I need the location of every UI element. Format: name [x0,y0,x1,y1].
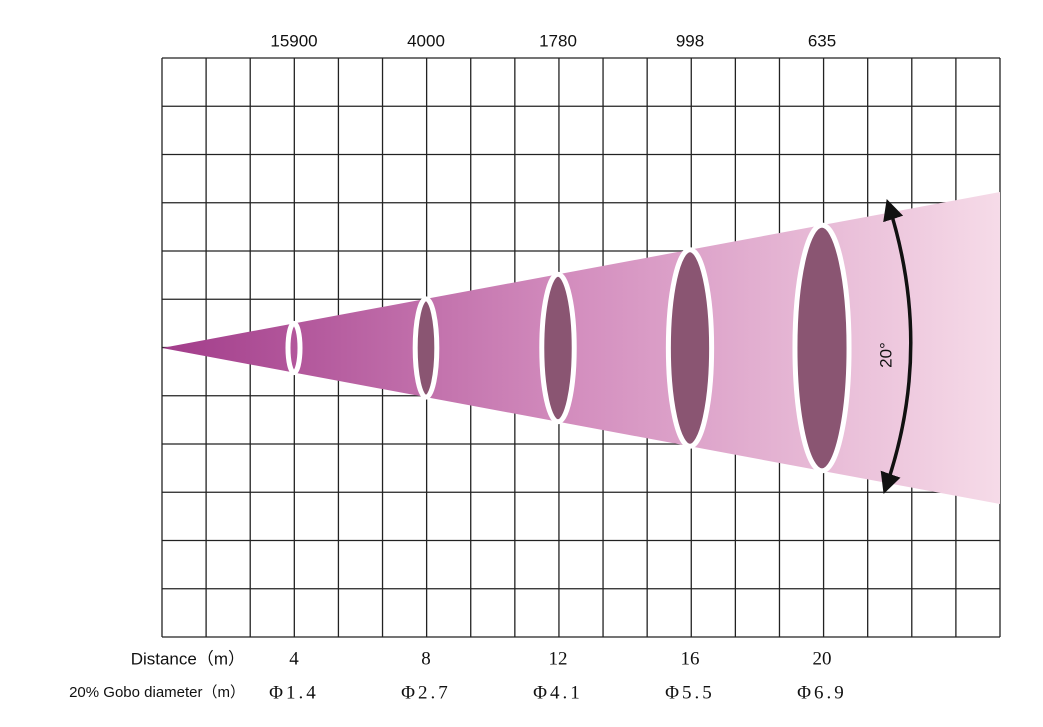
beam-cone [162,192,1000,504]
lux-label: 4000 [407,31,445,50]
beams: 15900 4 Φ1.4 4000 8 Φ2.7 1780 12 Φ4.1 998 16 Φ5.5 63… [269,31,852,703]
lux-label: 15900 [270,31,317,50]
gobo-ellipse [412,296,440,400]
diameter-value: Φ4.1 [533,682,583,703]
angle-arrow [880,199,913,494]
gobo-ellipse [665,247,715,449]
gobo-ellipse [792,222,852,474]
gobo-ellipse [539,271,577,425]
lux-label: 998 [676,31,704,50]
diameter-value: Φ5.5 [665,682,715,703]
angle-label: 20° [876,342,895,368]
diameter-value: Φ1.4 [269,682,319,703]
lux-label: 635 [808,31,836,50]
distance-value: 20 [813,648,832,669]
diameter-label: 20% Gobo diameter（m） [69,684,245,701]
distance-value: 8 [421,648,431,669]
distance-value: 12 [549,648,568,669]
diameter-value: Φ2.7 [401,682,451,703]
lux-label: 1780 [539,31,577,50]
diameter-value: Φ6.9 [797,682,847,703]
gobo-ellipse [285,320,303,376]
distance-value: 16 [681,648,700,669]
distance-value: 4 [289,648,299,669]
distance-label: Distance（m） [131,649,245,668]
